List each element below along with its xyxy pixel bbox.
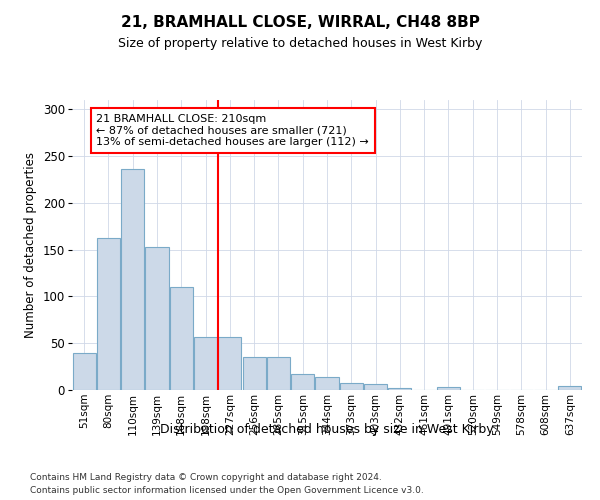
Text: 21, BRAMHALL CLOSE, WIRRAL, CH48 8BP: 21, BRAMHALL CLOSE, WIRRAL, CH48 8BP bbox=[121, 15, 479, 30]
Text: Distribution of detached houses by size in West Kirby: Distribution of detached houses by size … bbox=[160, 422, 494, 436]
Bar bbox=[364, 384, 387, 390]
Bar bbox=[291, 374, 314, 390]
Text: Contains HM Land Registry data © Crown copyright and database right 2024.: Contains HM Land Registry data © Crown c… bbox=[30, 472, 382, 482]
Bar bbox=[121, 169, 144, 390]
Bar bbox=[170, 287, 193, 390]
Bar bbox=[437, 387, 460, 390]
Bar bbox=[559, 386, 581, 390]
Bar bbox=[194, 336, 217, 390]
Text: Size of property relative to detached houses in West Kirby: Size of property relative to detached ho… bbox=[118, 38, 482, 51]
Bar bbox=[97, 238, 120, 390]
Bar bbox=[242, 358, 266, 390]
Bar bbox=[73, 352, 95, 390]
Text: Contains public sector information licensed under the Open Government Licence v3: Contains public sector information licen… bbox=[30, 486, 424, 495]
Y-axis label: Number of detached properties: Number of detached properties bbox=[24, 152, 37, 338]
Bar bbox=[340, 382, 363, 390]
Bar bbox=[388, 388, 412, 390]
Bar bbox=[145, 247, 169, 390]
Bar bbox=[267, 358, 290, 390]
Text: 21 BRAMHALL CLOSE: 210sqm
← 87% of detached houses are smaller (721)
13% of semi: 21 BRAMHALL CLOSE: 210sqm ← 87% of detac… bbox=[96, 114, 369, 147]
Bar bbox=[316, 377, 338, 390]
Bar bbox=[218, 336, 241, 390]
